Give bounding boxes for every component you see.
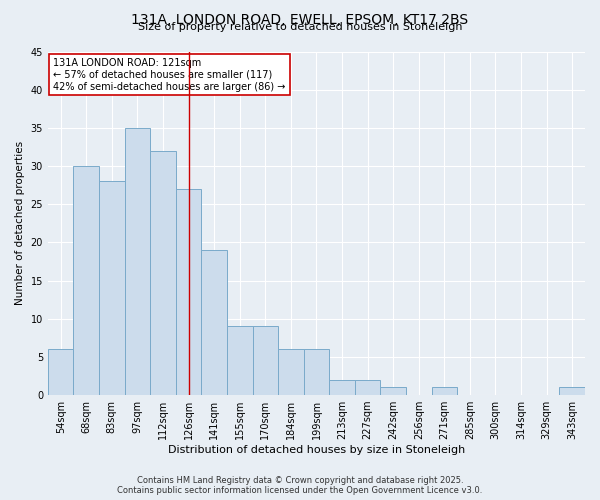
Bar (176, 189, 202, 395)
X-axis label: Distribution of detached houses by size in Stoneleigh: Distribution of detached houses by size … (168, 445, 465, 455)
Bar (125, 128, 150, 395)
Y-axis label: Number of detached properties: Number of detached properties (15, 141, 25, 306)
Text: 131A LONDON ROAD: 121sqm
← 57% of detached houses are smaller (117)
42% of semi-: 131A LONDON ROAD: 121sqm ← 57% of detach… (53, 58, 286, 92)
Bar (253, 326, 278, 395)
Bar (431, 388, 457, 395)
Bar (73, 166, 99, 395)
Bar (150, 151, 176, 395)
Text: Contains HM Land Registry data © Crown copyright and database right 2025.
Contai: Contains HM Land Registry data © Crown c… (118, 476, 482, 495)
Bar (48, 350, 73, 395)
Bar (329, 380, 355, 395)
Bar (227, 326, 253, 395)
Bar (278, 350, 304, 395)
Bar (99, 182, 125, 395)
Bar (380, 388, 406, 395)
Bar (355, 380, 380, 395)
Text: Size of property relative to detached houses in Stoneleigh: Size of property relative to detached ho… (138, 22, 462, 32)
Bar (304, 350, 329, 395)
Text: 131A, LONDON ROAD, EWELL, EPSOM, KT17 2BS: 131A, LONDON ROAD, EWELL, EPSOM, KT17 2B… (131, 12, 469, 26)
Bar (202, 250, 227, 395)
Bar (559, 388, 585, 395)
